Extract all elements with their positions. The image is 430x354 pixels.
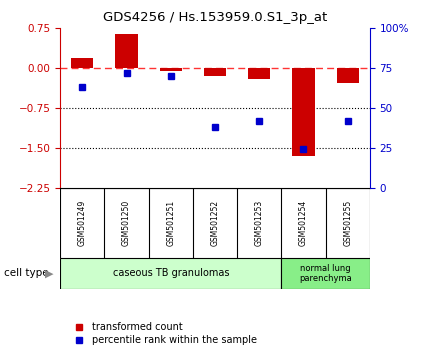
Text: GDS4256 / Hs.153959.0.S1_3p_at: GDS4256 / Hs.153959.0.S1_3p_at [103, 11, 327, 24]
Text: GSM501249: GSM501249 [78, 200, 87, 246]
Bar [160, 68, 182, 71]
Legend: transformed count, percentile rank within the sample: transformed count, percentile rank withi… [65, 319, 261, 349]
Bar [292, 68, 314, 156]
Bar [281, 258, 370, 289]
Bar [71, 58, 93, 68]
Bar [116, 34, 138, 68]
Text: caseous TB granulomas: caseous TB granulomas [113, 268, 229, 279]
Bar [337, 68, 359, 83]
Bar [204, 68, 226, 76]
Text: GSM501254: GSM501254 [299, 200, 308, 246]
Text: GSM501255: GSM501255 [343, 200, 352, 246]
Text: GSM501250: GSM501250 [122, 200, 131, 246]
Bar [248, 68, 270, 79]
Text: GSM501252: GSM501252 [211, 200, 219, 246]
Text: GSM501251: GSM501251 [166, 200, 175, 246]
Text: GSM501253: GSM501253 [255, 200, 264, 246]
Text: normal lung
parenchyma: normal lung parenchyma [299, 264, 352, 283]
Bar [60, 258, 281, 289]
Text: ▶: ▶ [45, 268, 54, 279]
Text: cell type: cell type [4, 268, 49, 279]
